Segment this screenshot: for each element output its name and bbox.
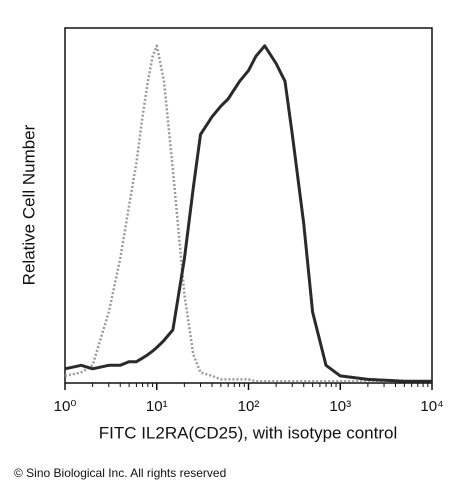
x-axis-label: FITC IL2RA(CD25), with isotype control <box>99 423 398 442</box>
x-tick-label: 10⁰ <box>54 398 77 415</box>
x-tick-label: 10⁴ <box>420 398 443 415</box>
plot-frame <box>64 27 433 384</box>
histogram-line <box>64 44 432 383</box>
copyright: © Sino Biological Inc. All rights reserv… <box>14 466 226 480</box>
x-tick-label: 10² <box>238 398 260 415</box>
x-tick-label: 10¹ <box>146 398 168 415</box>
y-axis-label: Relative Cell Number <box>19 124 38 285</box>
histogram-line <box>64 44 432 383</box>
x-tick-label: 10³ <box>329 398 351 415</box>
